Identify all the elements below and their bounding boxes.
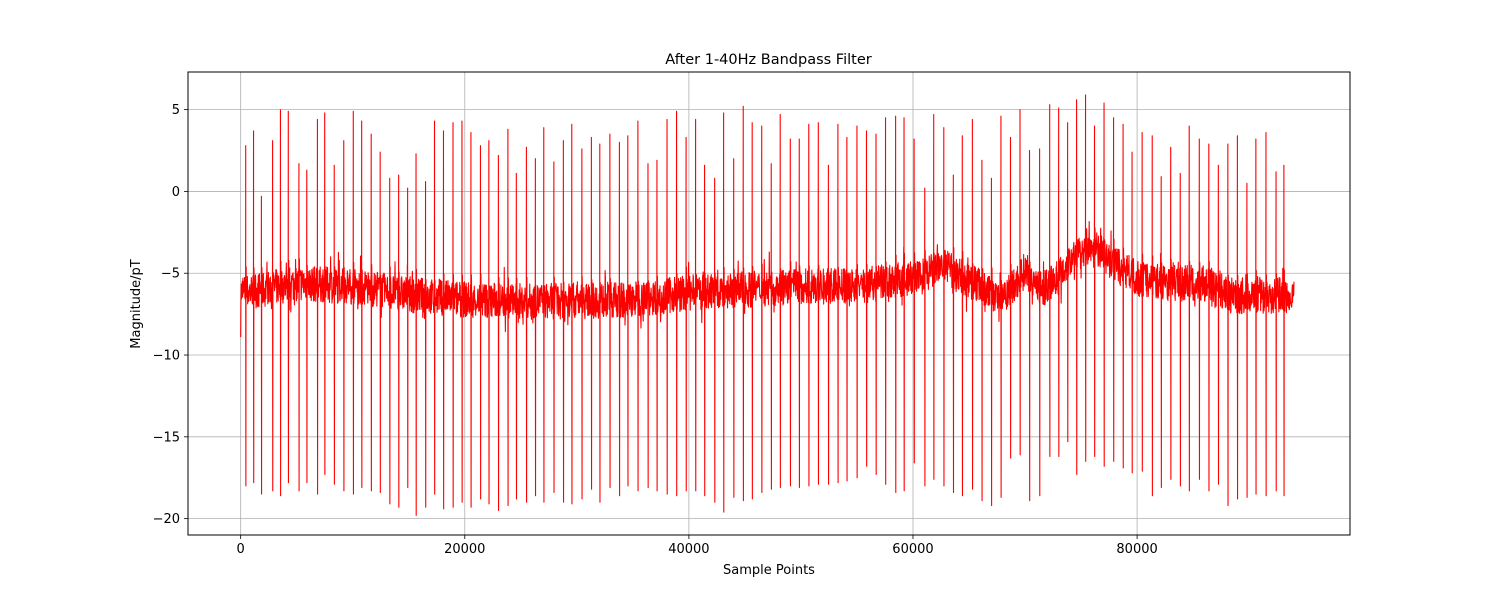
- y-tick-label: −20: [153, 512, 180, 527]
- y-tick-label: −10: [153, 349, 180, 364]
- x-axis-label: Sample Points: [723, 563, 815, 578]
- y-axis-label: Magnitude/pT: [129, 259, 144, 349]
- chart-title: After 1-40Hz Bandpass Filter: [665, 52, 871, 68]
- x-tick-label: 60000: [892, 542, 933, 557]
- y-tick-label: −5: [161, 267, 180, 282]
- x-tick-label: 80000: [1116, 542, 1157, 557]
- grid: [188, 72, 1350, 535]
- y-tick-label: −15: [153, 430, 180, 445]
- x-tick-label: 40000: [668, 542, 709, 557]
- x-axis: 0 20000 40000 60000 80000: [237, 535, 1158, 557]
- signal-line: [240, 94, 1295, 516]
- y-tick-label: 0: [172, 185, 180, 200]
- series-group: [240, 94, 1295, 516]
- x-tick-label: 20000: [444, 542, 485, 557]
- plot-frame: [187, 71, 1351, 536]
- y-tick-label: 5: [172, 103, 180, 118]
- y-axis: 5 0 −5 −10 −15 −20: [153, 103, 188, 527]
- x-tick-label: 0: [237, 542, 245, 557]
